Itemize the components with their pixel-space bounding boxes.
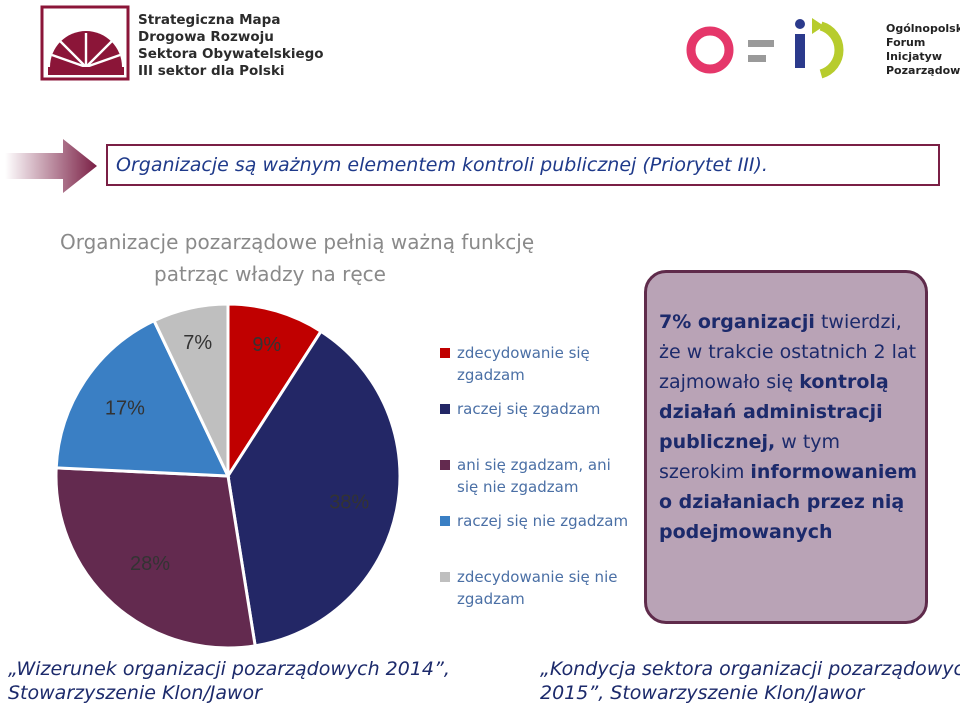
pie-slice-strongly-disagree <box>152 302 230 477</box>
pie-chart: 9% 38% 28% 17% 7% <box>54 302 402 650</box>
legend-swatch <box>440 572 450 582</box>
pie-label-rather-disagree: 17% <box>105 397 145 419</box>
pie-label-neutral: 28% <box>130 553 170 575</box>
pie-slice-rather-disagree <box>54 318 231 478</box>
banner-text: Organizacje są ważnym elementem kontroli… <box>116 154 768 176</box>
pie-label-strongly-agree: 9% <box>252 334 281 356</box>
pie-label-rather-agree: 38% <box>329 491 369 513</box>
source-right: „Kondycja sektora organizacji pozarządow… <box>540 658 960 704</box>
ofop-logo <box>686 18 844 79</box>
strategiczna-mapa-logo <box>40 5 130 81</box>
chart-title-line-1: Organizacje pozarządowe pełnią ważną fun… <box>60 230 535 254</box>
priority-banner: Organizacje są ważnym elementem kontroli… <box>106 144 940 186</box>
arrow-right-icon <box>5 139 97 193</box>
ofop-name: Ogólnopolskie Forum Inicjatyw Pozarządow… <box>886 22 960 77</box>
pie-slice-strongly-agree <box>226 302 324 482</box>
legend-swatch <box>440 404 450 414</box>
legend-swatch <box>440 516 450 526</box>
callout-text: 7% organizacji twierdzi, że w trakcie os… <box>659 311 918 543</box>
legend-swatch <box>440 460 450 470</box>
source-left: „Wizerunek organizacji pozarządowych 201… <box>8 658 450 704</box>
chart-title-line-2: patrząc władzy na ręce <box>154 262 386 286</box>
legend-swatch <box>440 348 450 358</box>
logo-title: Strategiczna Mapa Drogowa Rozwoju Sektor… <box>138 12 324 79</box>
callout-box: 7% organizacji twierdzi, że w trakcie os… <box>644 270 928 624</box>
pie-slice-neutral <box>54 466 257 650</box>
pie-slice-rather-agree <box>226 329 402 648</box>
pie-label-strongly-disagree: 7% <box>183 332 212 354</box>
